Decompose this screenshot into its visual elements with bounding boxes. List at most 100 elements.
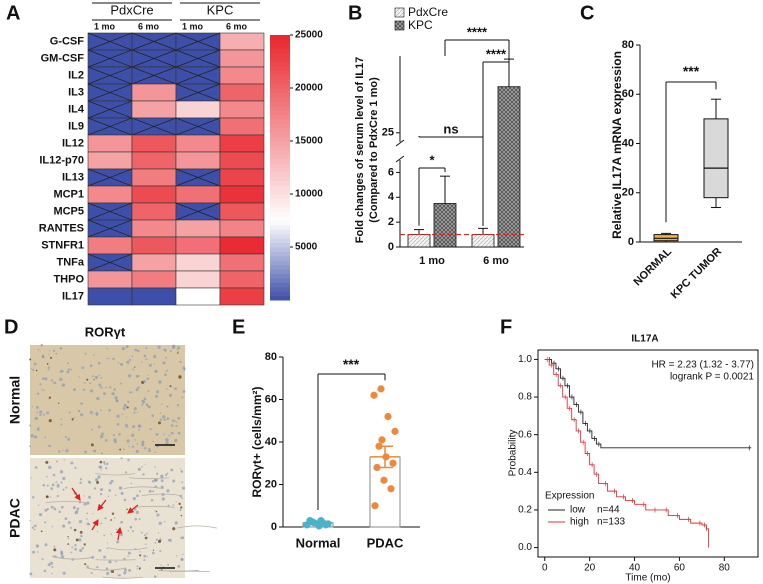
cell-nucleus (73, 528, 77, 532)
significance: * (429, 152, 435, 167)
y-tick-label: 40 (622, 137, 634, 149)
cell-nucleus (46, 484, 49, 487)
line (175, 49, 221, 68)
cell-nucleus (73, 388, 77, 392)
cell-nucleus (103, 461, 106, 464)
cell-nucleus (180, 558, 183, 561)
line (87, 100, 133, 119)
heat-cell (131, 270, 177, 289)
cell-nucleus (182, 366, 186, 369)
y-tick-label: 0.2 (518, 505, 532, 516)
cell-nucleus (80, 413, 84, 417)
cell-nucleus (44, 508, 48, 512)
y-axis-label: (Compared to PdxCre 1 mo) (368, 77, 380, 223)
cell-nucleus (136, 494, 139, 498)
colorbar-step (270, 158, 290, 164)
cell-nucleus (147, 390, 150, 393)
cell-nucleus (37, 349, 40, 351)
colorbar-step (270, 127, 290, 133)
row-label: MCP1 (53, 188, 84, 200)
cell-nucleus (131, 355, 134, 358)
cell-nucleus (145, 358, 148, 361)
chart-title: IL17A (631, 334, 658, 345)
line (131, 66, 177, 85)
cell-nucleus (34, 435, 38, 439)
cell-nucleus (115, 528, 118, 530)
cell-nucleus (117, 361, 120, 364)
colorbar-step (270, 70, 290, 76)
y-tick-label: 0.8 (518, 392, 532, 403)
x-tick-label: 20 (584, 563, 596, 574)
cell-nucleus (123, 571, 127, 575)
x-tick-label: 1 mo (419, 255, 445, 267)
cell-nucleus (165, 438, 169, 442)
colorbar-step (270, 123, 290, 129)
cell-nucleus (126, 508, 128, 511)
cell-nucleus (155, 472, 159, 475)
y-tick-label: 60 (265, 393, 277, 405)
colorbar-label: 15000 (295, 136, 323, 147)
cell-nucleus (40, 530, 43, 533)
cell-nucleus (171, 419, 175, 423)
cell-nucleus (128, 568, 132, 572)
cell-nucleus (60, 347, 63, 350)
colorbar-step (270, 202, 290, 208)
cell-nucleus (139, 554, 142, 557)
cell-nucleus (181, 497, 183, 499)
column-group: PdxCre (110, 2, 153, 17)
cell-nucleus (37, 551, 39, 553)
x-tick-label: 40 (629, 563, 641, 574)
cell-nucleus (156, 513, 160, 517)
heat-cell (219, 66, 265, 85)
colorbar-step (270, 52, 290, 58)
cell-nucleus (83, 543, 86, 546)
heat-cell (87, 287, 133, 306)
cell-nucleus (67, 535, 69, 538)
line (87, 117, 133, 136)
cell-nucleus (53, 381, 57, 385)
cell-nucleus (80, 402, 83, 405)
x-tick-label: 60 (674, 563, 686, 574)
cell-nucleus (29, 519, 31, 522)
cell-nucleus (165, 369, 168, 372)
cell-nucleus (62, 488, 65, 491)
cell-nucleus (127, 458, 130, 462)
heat-cell (87, 270, 133, 289)
cell-nucleus (105, 386, 107, 389)
cell-nucleus (138, 567, 141, 570)
cell-nucleus (91, 428, 94, 431)
cell-nucleus (136, 411, 138, 413)
cell-nucleus (165, 387, 168, 390)
cell-nucleus (81, 366, 85, 369)
stroma-fiber (95, 473, 136, 476)
cell-nucleus (182, 390, 186, 393)
row-label: IL12-p70 (39, 154, 84, 166)
colorbar-step (270, 242, 290, 248)
cell-nucleus (29, 572, 33, 576)
line (395, 139, 405, 147)
cell-nucleus (51, 572, 53, 575)
cell-nucleus (146, 532, 148, 535)
cell-nucleus (90, 443, 94, 447)
cell-nucleus (40, 343, 44, 347)
cell-nucleus (177, 564, 181, 568)
cell-nucleus (65, 486, 68, 489)
cell-nucleus (31, 405, 33, 408)
column-label: 1 mo (94, 21, 116, 31)
colorbar-step (270, 286, 290, 292)
colorbar-label: 20000 (295, 83, 323, 94)
row-label: TNFa (57, 256, 85, 268)
cell-nucleus (98, 374, 100, 377)
y-axis-label: Fold changes of serum level of IL17 (354, 57, 366, 243)
cell-nucleus (79, 478, 83, 481)
colorbar-step (270, 198, 290, 204)
cell-nucleus (87, 480, 91, 484)
cell-nucleus (34, 416, 38, 421)
line (175, 66, 221, 85)
significance: **** (486, 46, 507, 61)
micrograph (30, 345, 185, 455)
cell-nucleus (144, 543, 147, 545)
cell-nucleus (125, 416, 128, 418)
cell-nucleus (86, 518, 88, 520)
colorbar-step (270, 224, 290, 230)
